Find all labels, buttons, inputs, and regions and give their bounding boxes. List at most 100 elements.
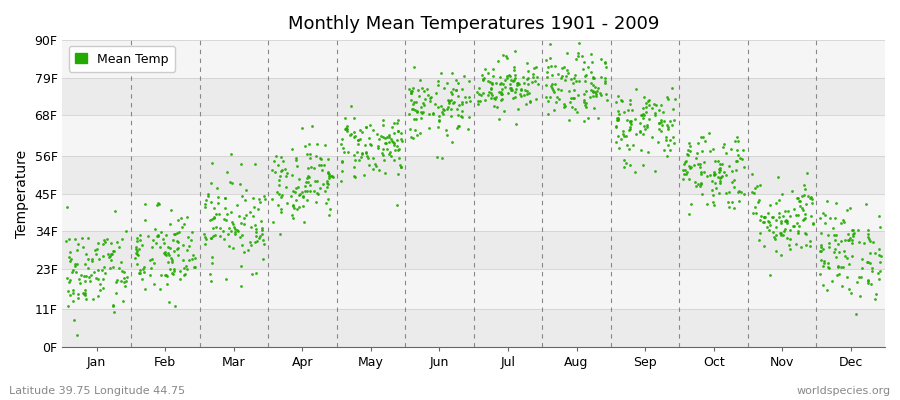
Point xyxy=(105,251,120,258)
Point xyxy=(539,94,554,100)
Point xyxy=(661,142,675,148)
Point xyxy=(860,278,875,284)
Point xyxy=(748,184,762,191)
Point xyxy=(472,85,486,91)
Point xyxy=(580,71,594,78)
Point xyxy=(654,102,669,108)
Point xyxy=(833,238,848,244)
Point xyxy=(321,156,336,162)
Point xyxy=(623,101,637,107)
Point xyxy=(725,199,740,205)
Point xyxy=(769,200,783,206)
Point xyxy=(243,223,257,230)
Point xyxy=(69,269,84,275)
Point xyxy=(688,178,702,185)
Point xyxy=(796,182,811,188)
Point xyxy=(188,264,202,270)
Point xyxy=(622,127,636,133)
Point xyxy=(302,141,317,147)
Point xyxy=(301,164,315,171)
Point xyxy=(793,198,807,205)
Point xyxy=(815,262,830,269)
Point xyxy=(320,184,334,190)
Point xyxy=(408,127,422,133)
Point xyxy=(503,77,517,84)
Point xyxy=(866,238,880,245)
Point xyxy=(203,199,218,206)
Point xyxy=(71,294,86,301)
Point xyxy=(622,146,636,152)
Point xyxy=(554,73,569,79)
Point xyxy=(641,149,655,156)
Point xyxy=(234,263,248,270)
Point xyxy=(158,251,172,258)
Point xyxy=(637,94,652,100)
Point xyxy=(382,139,397,145)
Point xyxy=(387,120,401,127)
Point xyxy=(180,266,194,272)
Point xyxy=(752,237,767,243)
Point xyxy=(290,162,304,169)
Point xyxy=(348,157,363,164)
Point xyxy=(128,254,142,261)
Point xyxy=(289,155,303,162)
Point xyxy=(432,118,446,124)
Point xyxy=(841,237,855,244)
Point xyxy=(390,137,404,143)
Point xyxy=(817,212,832,219)
Point xyxy=(662,126,676,132)
Point xyxy=(576,99,590,105)
Point xyxy=(158,252,173,259)
Point xyxy=(762,272,777,278)
Point xyxy=(72,276,86,282)
Point xyxy=(149,232,164,239)
Point xyxy=(705,187,719,193)
Point xyxy=(360,155,374,161)
Point xyxy=(860,277,875,284)
Point xyxy=(798,201,813,208)
Point xyxy=(292,176,307,182)
Point xyxy=(97,237,112,244)
Point xyxy=(562,88,576,95)
Point xyxy=(486,73,500,80)
Point xyxy=(159,281,174,287)
Point xyxy=(68,263,83,269)
Point xyxy=(197,201,211,208)
Point xyxy=(873,259,887,266)
Point xyxy=(512,81,526,87)
Point xyxy=(829,232,843,238)
Point xyxy=(334,168,348,174)
Point xyxy=(849,310,863,317)
Point xyxy=(159,272,174,278)
Point xyxy=(271,202,285,208)
Point xyxy=(774,230,788,236)
Point xyxy=(772,210,787,217)
Point xyxy=(375,152,390,158)
Point xyxy=(716,144,730,150)
Point xyxy=(616,109,631,115)
Point xyxy=(714,167,728,174)
Point xyxy=(765,214,779,220)
Point xyxy=(245,271,259,277)
Point xyxy=(76,273,91,279)
Point xyxy=(778,218,793,224)
Point xyxy=(310,178,324,184)
Point xyxy=(471,100,485,107)
Point xyxy=(724,179,739,186)
Point xyxy=(822,264,836,271)
Point xyxy=(433,70,447,76)
Point xyxy=(484,84,499,91)
Bar xyxy=(62,78,885,115)
Point xyxy=(240,247,255,253)
Point xyxy=(204,277,219,284)
Point xyxy=(230,228,245,234)
Point xyxy=(340,128,355,134)
Point xyxy=(873,224,887,231)
Point xyxy=(279,173,293,179)
Point xyxy=(403,126,418,132)
Point xyxy=(446,70,460,76)
Point xyxy=(652,126,667,132)
Point xyxy=(196,230,211,237)
Point xyxy=(320,177,335,184)
Point xyxy=(505,87,519,94)
